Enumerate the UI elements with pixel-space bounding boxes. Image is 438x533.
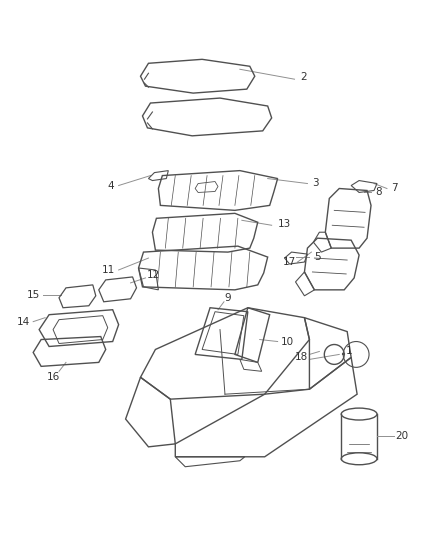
Text: 18: 18 bbox=[295, 352, 308, 362]
Text: 16: 16 bbox=[46, 372, 60, 382]
Text: 15: 15 bbox=[27, 290, 40, 300]
Text: 13: 13 bbox=[278, 219, 291, 229]
Text: 9: 9 bbox=[225, 293, 231, 303]
Text: 20: 20 bbox=[395, 431, 408, 441]
Text: 12: 12 bbox=[147, 270, 160, 280]
Text: 7: 7 bbox=[392, 183, 398, 193]
Text: 11: 11 bbox=[102, 265, 115, 275]
Text: 14: 14 bbox=[17, 317, 30, 327]
Text: 10: 10 bbox=[281, 336, 294, 346]
Text: 3: 3 bbox=[312, 177, 319, 188]
Text: 5: 5 bbox=[314, 252, 321, 262]
Text: 8: 8 bbox=[376, 188, 382, 197]
Text: 2: 2 bbox=[300, 72, 307, 82]
Text: 17: 17 bbox=[283, 257, 296, 267]
Text: 1: 1 bbox=[346, 346, 353, 357]
Text: 4: 4 bbox=[107, 181, 114, 190]
